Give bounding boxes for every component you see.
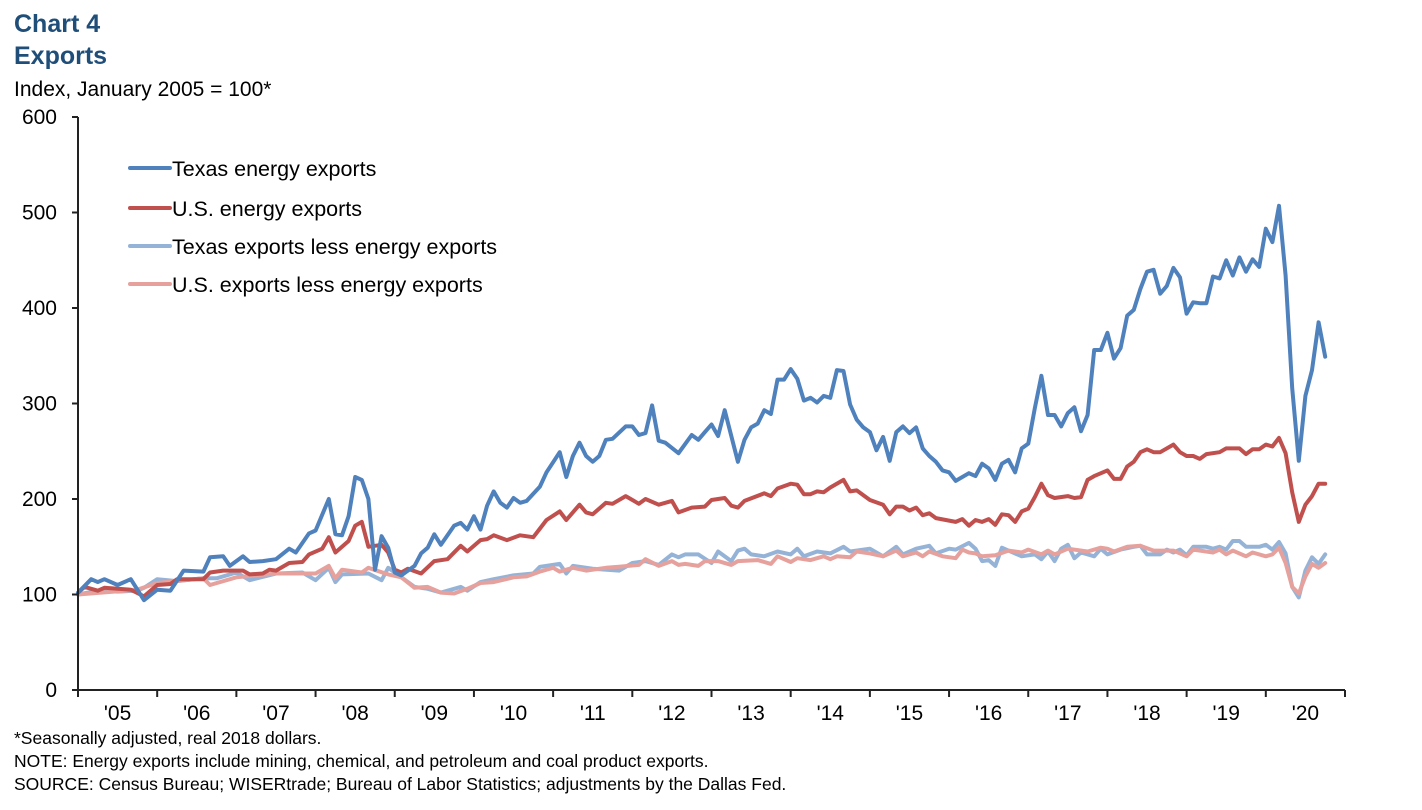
- chart-number: Chart 4: [14, 10, 101, 38]
- footnotes: *Seasonally adjusted, real 2018 dollars.…: [14, 727, 786, 796]
- x-tick-label: '19: [1213, 702, 1240, 725]
- x-tick-label: '17: [1054, 702, 1081, 725]
- axes: 0 100 200 300 400 500 600 '05 '06 '07 '08 '09 '10 '11…: [22, 106, 1346, 725]
- x-tick-label: '07: [262, 702, 289, 725]
- footnote-asterisk: *Seasonally adjusted, real 2018 dollars.: [14, 728, 322, 748]
- x-tick-label: '20: [1292, 702, 1319, 725]
- series-line-u-s-energy-exports: [76, 435, 1328, 599]
- legend: Texas energy exports U.S. energy exports T…: [128, 157, 497, 297]
- legend-label: U.S. energy exports: [172, 197, 362, 221]
- chart-title: Exports: [14, 42, 108, 70]
- footnote-note: NOTE: Energy exports include mining, che…: [14, 751, 709, 771]
- legend-item: U.S. exports less energy exports: [128, 273, 483, 297]
- x-tick-label: '16: [975, 702, 1002, 725]
- y-tick-label: 400: [22, 297, 57, 320]
- footnote-source: SOURCE: Census Bureau; WISERtrade; Burea…: [14, 774, 787, 794]
- series-lines: [76, 203, 1328, 603]
- x-tick-label: '09: [421, 702, 448, 725]
- y-tick-label: 500: [22, 202, 57, 225]
- legend-label: U.S. exports less energy exports: [172, 273, 483, 297]
- x-tick-label: '11: [580, 702, 606, 725]
- x-tick-label: '06: [183, 702, 210, 725]
- x-tick-label: '14: [817, 702, 845, 725]
- legend-item: Texas exports less energy exports: [128, 235, 497, 259]
- y-tick-label: 0: [45, 679, 57, 702]
- x-tick-label: '08: [341, 702, 368, 725]
- y-tick-label: 600: [22, 106, 57, 129]
- legend-item: U.S. energy exports: [128, 197, 362, 221]
- y-axis-unit-label: Index, January 2005 = 100*: [14, 78, 272, 101]
- x-tick-label: '13: [737, 702, 764, 725]
- series-line-texas-exports-less-energy-exports: [76, 539, 1328, 600]
- x-tick-label: '12: [658, 702, 685, 725]
- x-tick-label: '05: [104, 702, 131, 725]
- series-line-u-s-exports-less-energy-exports: [76, 543, 1328, 597]
- legend-item: Texas energy exports: [128, 157, 376, 181]
- y-tick-label: 200: [22, 488, 57, 511]
- x-tick-label: '10: [500, 702, 527, 725]
- y-tick-label: 300: [22, 393, 57, 416]
- x-tick-label: '18: [1133, 702, 1160, 725]
- x-tick-label: '15: [896, 702, 923, 725]
- series-line-texas-energy-exports: [76, 203, 1328, 603]
- legend-label: Texas exports less energy exports: [172, 235, 497, 259]
- legend-label: Texas energy exports: [172, 157, 376, 181]
- y-tick-label: 100: [22, 584, 57, 607]
